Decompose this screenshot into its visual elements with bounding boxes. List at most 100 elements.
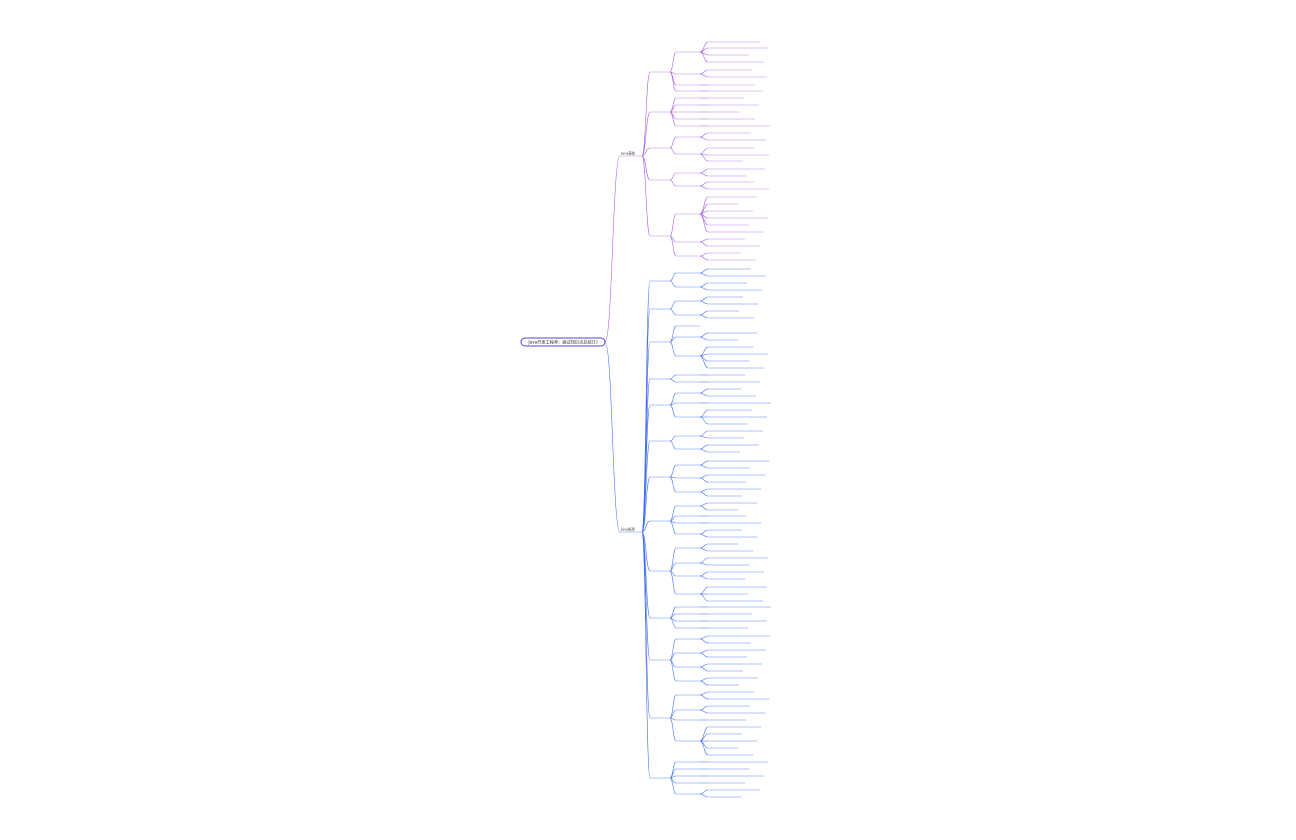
connector-line (641, 71, 651, 157)
connector-line (669, 147, 677, 155)
connector-line (699, 314, 709, 319)
connector-line (699, 547, 709, 552)
connector-line (699, 300, 709, 305)
connector-line (699, 69, 709, 75)
connector-line (669, 761, 677, 779)
connector-line (699, 310, 709, 316)
connector-line (699, 196, 709, 215)
connector-line (669, 280, 677, 288)
connector-line (699, 238, 709, 243)
connector-line (699, 666, 709, 672)
connector-line (641, 531, 651, 719)
connector-line (641, 155, 651, 181)
connector-line (699, 332, 709, 338)
connector-line (669, 659, 677, 682)
connector-line (669, 570, 677, 595)
connector-line (669, 300, 677, 310)
connector-line (669, 374, 677, 380)
connector-line (699, 533, 709, 538)
connector-line (669, 547, 677, 572)
connector-line (699, 593, 709, 602)
connector-line (669, 172, 677, 181)
connector-line (699, 444, 709, 450)
connector-line (669, 440, 677, 450)
connector-line (669, 717, 677, 742)
connector-line (699, 505, 709, 511)
connector-line (669, 520, 677, 535)
connector-line (669, 402, 677, 406)
connector-line (699, 153, 709, 162)
connector-line (699, 181, 709, 187)
connector-line (699, 652, 709, 658)
connector-line (699, 691, 709, 696)
connector-line (669, 308, 677, 316)
connector-line (699, 460, 709, 466)
branch-label: Java基础 (620, 151, 636, 156)
connector-line (699, 73, 709, 78)
connector-line (669, 694, 677, 719)
connector-line (699, 136, 709, 141)
mind-map-nodes (620, 41, 771, 798)
connector-line (669, 325, 677, 343)
connector-line (699, 353, 709, 357)
connector-line (699, 252, 709, 257)
connector-line (669, 476, 677, 493)
connector-line (699, 694, 709, 700)
connector-line (699, 638, 709, 644)
connector-line (604, 155, 621, 343)
connector-line (699, 241, 709, 247)
connector-line (669, 638, 677, 661)
connector-line (699, 474, 709, 479)
connector-line (699, 416, 709, 425)
connector-line (669, 341, 677, 357)
connector-line (699, 488, 709, 493)
connector-line (699, 286, 709, 291)
connector-line (669, 213, 677, 237)
connector-line (699, 649, 709, 654)
connector-line (699, 502, 709, 507)
connector-line (669, 336, 677, 343)
connector-line (699, 268, 709, 274)
connector-line (699, 392, 709, 397)
connector-line (699, 255, 709, 261)
branch-label: Java框架 (620, 527, 636, 532)
connector-line (699, 740, 709, 749)
root-node[interactable]: Java开发工程师：面试知识点总结(1) (520, 337, 606, 347)
connector-line (641, 531, 651, 619)
connector-line (699, 529, 709, 535)
connector-line (669, 505, 677, 522)
connector-line (699, 557, 709, 564)
mind-map-edges (604, 41, 709, 798)
connector-line (699, 491, 709, 497)
branch-java-basics[interactable]: Java基础 (620, 151, 636, 156)
connector-line (669, 378, 677, 383)
connector-line (699, 680, 709, 686)
connector-line (669, 777, 677, 795)
connector-line (669, 272, 677, 282)
connector-line (699, 709, 709, 714)
connector-line (699, 726, 709, 742)
connector-line (669, 71, 677, 92)
connector-line (699, 733, 709, 742)
connector-line (699, 793, 709, 798)
connector-line (699, 430, 709, 437)
connector-line (699, 51, 709, 63)
connector-line (669, 235, 677, 257)
connector-line (699, 388, 709, 394)
connector-line (699, 448, 709, 453)
connector-line (699, 635, 709, 640)
connector-line (699, 543, 709, 549)
connector-line (699, 346, 709, 357)
connector-line (641, 155, 651, 237)
connector-line (641, 147, 651, 157)
connector-line (669, 179, 677, 187)
connector-line (699, 477, 709, 483)
connector-line (669, 709, 677, 719)
connector-line (669, 562, 677, 572)
connector-line (699, 586, 709, 595)
connector-line (699, 435, 709, 439)
connector-line (669, 404, 677, 418)
connector-line (699, 663, 709, 668)
branch-java-frameworks[interactable]: Java框架 (620, 527, 636, 532)
connector-line (699, 409, 709, 418)
